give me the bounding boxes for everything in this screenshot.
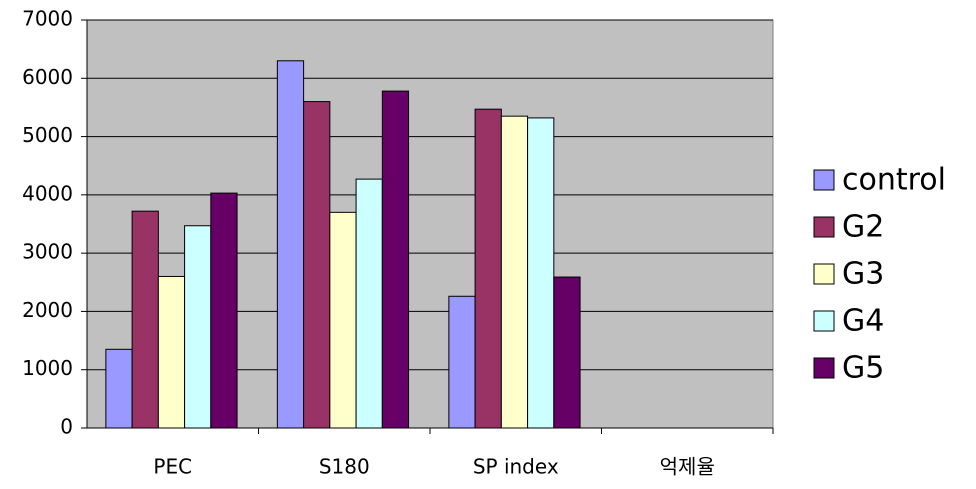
- legend-swatch: [813, 169, 835, 191]
- legend-swatch: [813, 310, 835, 332]
- y-tick-label: 1000: [22, 356, 73, 380]
- bar: [474, 108, 502, 429]
- y-tick-label: 4000: [22, 181, 73, 205]
- bar: [131, 210, 159, 429]
- bar: [527, 117, 555, 429]
- x-tick-label: SP index: [473, 455, 559, 479]
- x-tick-label: PEC: [153, 455, 192, 479]
- bar: [276, 60, 305, 429]
- legend-label: G2: [842, 210, 884, 245]
- x-tick-label: 억제율: [660, 455, 715, 479]
- y-tick-label: 3000: [22, 240, 73, 264]
- y-tick-label: 7000: [22, 7, 73, 31]
- bar: [210, 192, 238, 429]
- bar: [329, 211, 357, 429]
- bar: [553, 276, 581, 429]
- legend-label: G3: [842, 257, 884, 292]
- bar: [500, 115, 529, 429]
- y-tick-label: 5000: [22, 123, 73, 147]
- legend-label: G4: [842, 304, 884, 339]
- legend-label: control: [842, 163, 946, 198]
- bar: [105, 348, 133, 429]
- y-tick-label: 6000: [22, 65, 73, 89]
- legend-swatch: [813, 263, 835, 285]
- bar: [355, 178, 383, 429]
- bar: [448, 295, 476, 429]
- bar: [184, 225, 212, 429]
- y-tick-label: 2000: [22, 298, 73, 322]
- bar: [157, 275, 186, 429]
- legend-swatch: [813, 357, 835, 379]
- legend-label: G5: [842, 351, 884, 386]
- x-tick-label: S180: [319, 455, 370, 479]
- bar: [303, 101, 331, 429]
- bar: [381, 90, 410, 429]
- legend-swatch: [813, 216, 835, 238]
- y-tick-label: 0: [60, 415, 73, 439]
